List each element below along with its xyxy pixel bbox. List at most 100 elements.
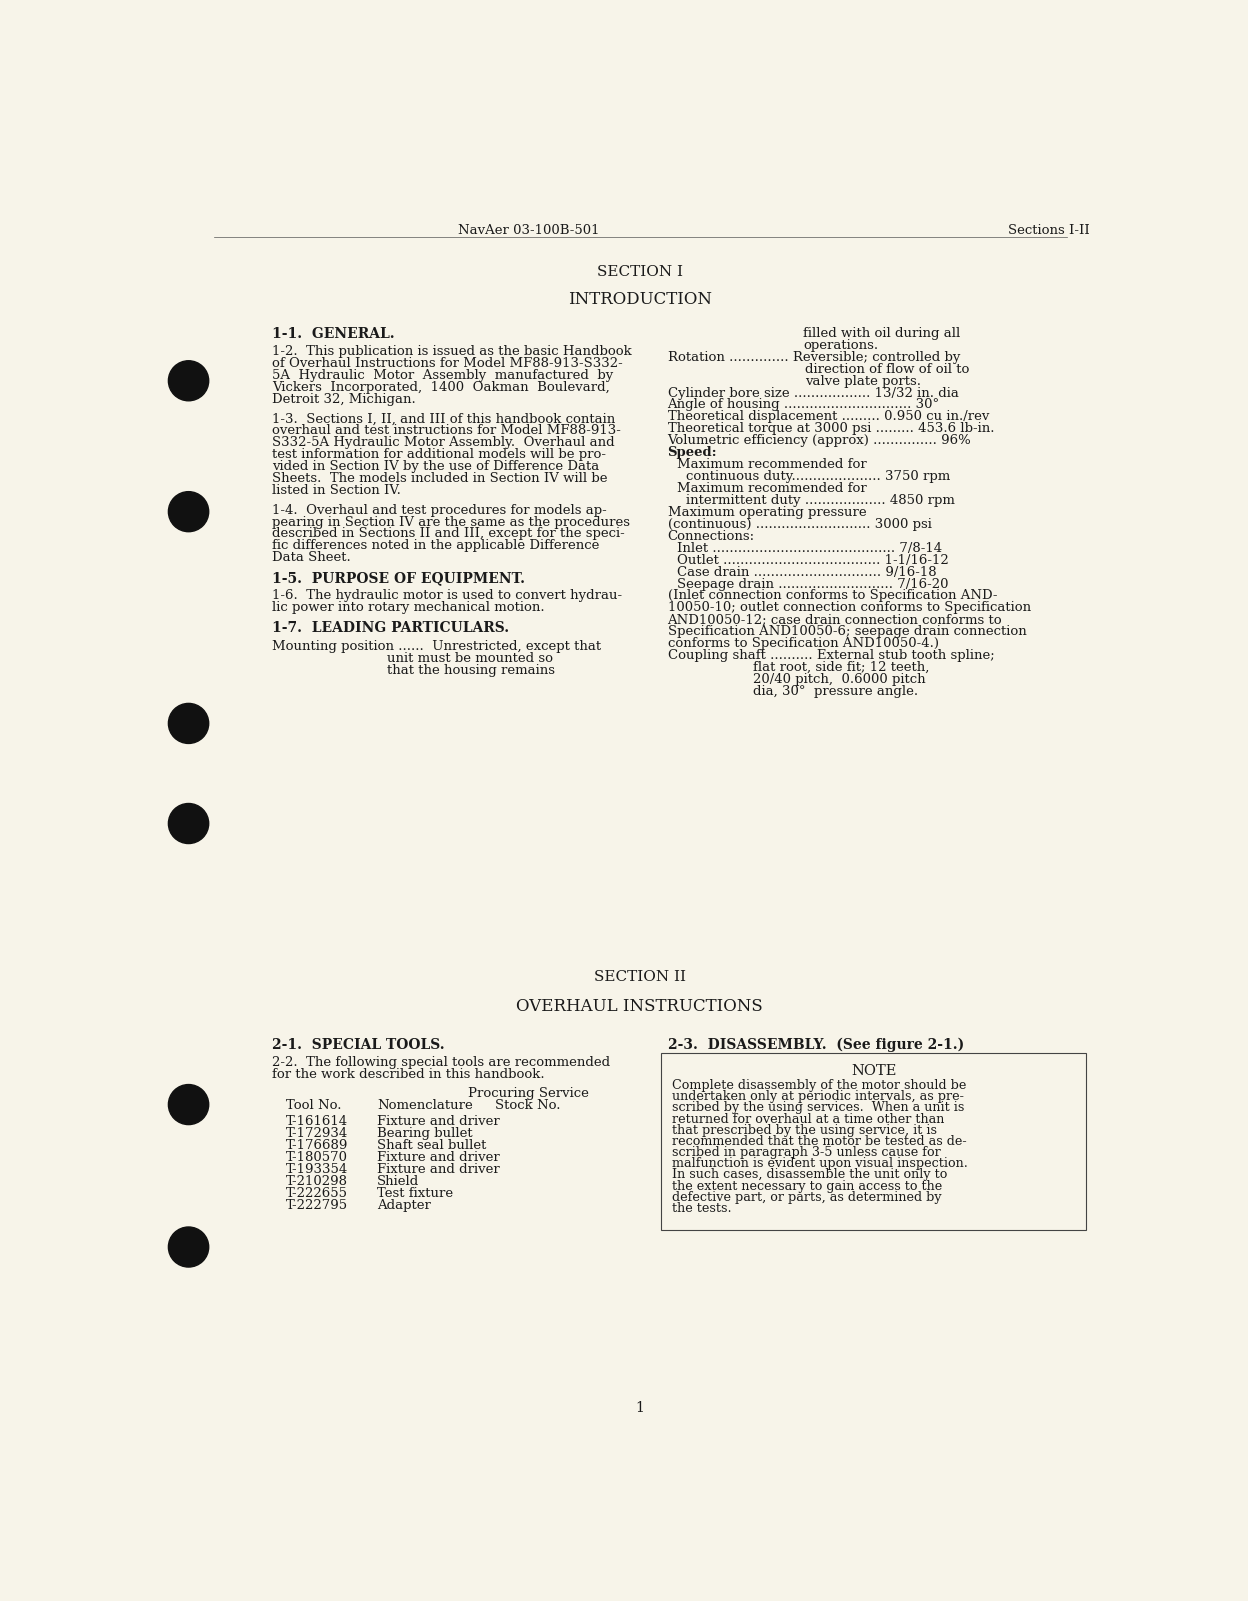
Text: malfunction is evident upon visual inspection.: malfunction is evident upon visual inspe…: [673, 1158, 968, 1170]
Text: direction of flow of oil to: direction of flow of oil to: [805, 363, 970, 376]
Circle shape: [168, 360, 208, 400]
Text: Sections I-II: Sections I-II: [1008, 224, 1091, 237]
Text: T-172934: T-172934: [286, 1127, 348, 1140]
Text: OVERHAUL INSTRUCTIONS: OVERHAUL INSTRUCTIONS: [517, 997, 763, 1015]
Text: Adapter: Adapter: [377, 1199, 431, 1212]
Text: returned for overhaul at a time other than: returned for overhaul at a time other th…: [673, 1113, 945, 1126]
Text: T-193354: T-193354: [286, 1162, 348, 1175]
Text: In such cases, disassemble the unit only to: In such cases, disassemble the unit only…: [673, 1169, 947, 1182]
Text: 2-2.  The following special tools are recommended: 2-2. The following special tools are rec…: [272, 1055, 610, 1069]
Text: 1: 1: [635, 1401, 644, 1415]
Text: defective part, or parts, as determined by: defective part, or parts, as determined …: [673, 1191, 942, 1204]
Text: undertaken only at periodic intervals, as pre-: undertaken only at periodic intervals, a…: [673, 1090, 963, 1103]
Text: (continuous) ........................... 3000 psi: (continuous) ...........................…: [668, 517, 931, 532]
Text: S332-5A Hydraulic Motor Assembly.  Overhaul and: S332-5A Hydraulic Motor Assembly. Overha…: [272, 435, 615, 450]
Text: T-222655: T-222655: [286, 1186, 348, 1199]
Text: Outlet ..................................... 1-1/16-12: Outlet .................................…: [676, 554, 948, 567]
Text: AND10050-12; case drain connection conforms to: AND10050-12; case drain connection confo…: [668, 613, 1002, 626]
Text: Angle of housing .............................. 30°: Angle of housing .......................…: [668, 399, 940, 411]
Text: NOTE: NOTE: [851, 1063, 896, 1077]
Text: dia, 30°  pressure angle.: dia, 30° pressure angle.: [753, 685, 917, 698]
Text: the extent necessary to gain access to the: the extent necessary to gain access to t…: [673, 1180, 942, 1193]
Text: Shaft seal bullet: Shaft seal bullet: [377, 1138, 487, 1151]
Text: 1-3.  Sections I, II, and III of this handbook contain: 1-3. Sections I, II, and III of this han…: [272, 413, 615, 426]
Text: Vickers  Incorporated,  1400  Oakman  Boulevard,: Vickers Incorporated, 1400 Oakman Boulev…: [272, 381, 610, 394]
Text: intermittent duty ................... 4850 rpm: intermittent duty ................... 48…: [686, 495, 955, 508]
Text: Nomenclature: Nomenclature: [377, 1100, 473, 1113]
Text: flat root, side fit; 12 teeth,: flat root, side fit; 12 teeth,: [753, 661, 929, 674]
Text: 2-1.  SPECIAL TOOLS.: 2-1. SPECIAL TOOLS.: [272, 1037, 444, 1052]
Text: NavAer 03-100B-501: NavAer 03-100B-501: [458, 224, 600, 237]
Circle shape: [168, 492, 208, 532]
Text: Maximum recommended for: Maximum recommended for: [676, 482, 866, 495]
Bar: [661, 1053, 1086, 1230]
Text: Seepage drain ........................... 7/16-20: Seepage drain ..........................…: [676, 578, 948, 591]
Text: 1-6.  The hydraulic motor is used to convert hydrau-: 1-6. The hydraulic motor is used to conv…: [272, 589, 623, 602]
Text: continuous duty..................... 3750 rpm: continuous duty..................... 375…: [686, 471, 950, 484]
Text: lic power into rotary mechanical motion.: lic power into rotary mechanical motion.: [272, 600, 545, 615]
Text: T-176689: T-176689: [286, 1138, 348, 1151]
Text: the tests.: the tests.: [673, 1202, 731, 1215]
Text: for the work described in this handbook.: for the work described in this handbook.: [272, 1068, 545, 1081]
Text: Case drain .............................. 9/16-18: Case drain .............................…: [676, 565, 936, 578]
Text: T-222795: T-222795: [286, 1199, 348, 1212]
Text: 5A  Hydraulic  Motor  Assembly  manufactured  by: 5A Hydraulic Motor Assembly manufactured…: [272, 368, 614, 381]
Text: test information for additional models will be pro-: test information for additional models w…: [272, 448, 607, 461]
Text: SECTION I: SECTION I: [597, 266, 683, 279]
Text: scribed in paragraph 3-5 unless cause for: scribed in paragraph 3-5 unless cause fo…: [673, 1146, 941, 1159]
Text: Shield: Shield: [377, 1175, 419, 1188]
Text: Maximum recommended for: Maximum recommended for: [676, 458, 866, 471]
Text: Maximum operating pressure: Maximum operating pressure: [668, 506, 866, 519]
Text: valve plate ports.: valve plate ports.: [805, 375, 921, 387]
Text: Stock No.: Stock No.: [495, 1100, 560, 1113]
Text: Sheets.  The models included in Section IV will be: Sheets. The models included in Section I…: [272, 472, 608, 485]
Text: 1-7.  LEADING PARTICULARS.: 1-7. LEADING PARTICULARS.: [272, 621, 509, 634]
Circle shape: [168, 1084, 208, 1124]
Text: 10050-10; outlet connection conforms to Specification: 10050-10; outlet connection conforms to …: [668, 602, 1031, 615]
Text: Theoretical displacement ......... 0.950 cu in./rev: Theoretical displacement ......... 0.950…: [668, 410, 988, 423]
Text: Fixture and driver: Fixture and driver: [377, 1162, 499, 1175]
Text: unit must be mounted so: unit must be mounted so: [387, 652, 553, 664]
Text: operations.: operations.: [804, 339, 879, 352]
Text: Specification AND10050-6; seepage drain connection: Specification AND10050-6; seepage drain …: [668, 626, 1026, 639]
Circle shape: [168, 703, 208, 743]
Text: SECTION II: SECTION II: [594, 970, 685, 985]
Text: that prescribed by the using service, it is: that prescribed by the using service, it…: [673, 1124, 937, 1137]
Text: Detroit 32, Michigan.: Detroit 32, Michigan.: [272, 392, 416, 405]
Text: Speed:: Speed:: [668, 447, 718, 459]
Text: Theoretical torque at 3000 psi ......... 453.6 lb-in.: Theoretical torque at 3000 psi .........…: [668, 423, 993, 435]
Text: 1-4.  Overhaul and test procedures for models ap-: 1-4. Overhaul and test procedures for mo…: [272, 504, 607, 517]
Text: Mounting position ......  Unrestricted, except that: Mounting position ...... Unrestricted, e…: [272, 640, 602, 653]
Text: 1-1.  GENERAL.: 1-1. GENERAL.: [272, 327, 394, 341]
Text: Fixture and driver: Fixture and driver: [377, 1151, 499, 1164]
Text: T-210298: T-210298: [286, 1175, 348, 1188]
Text: that the housing remains: that the housing remains: [387, 664, 555, 677]
Text: listed in Section IV.: listed in Section IV.: [272, 484, 401, 496]
Text: 1-2.  This publication is issued as the basic Handbook: 1-2. This publication is issued as the b…: [272, 344, 631, 359]
Text: filled with oil during all: filled with oil during all: [804, 327, 961, 339]
Text: Coupling shaft .......... External stub tooth spline;: Coupling shaft .......... External stub …: [668, 648, 995, 663]
Text: fic differences noted in the applicable Difference: fic differences noted in the applicable …: [272, 540, 599, 552]
Text: Tool No.: Tool No.: [286, 1100, 342, 1113]
Text: Rotation .............. Reversible; controlled by: Rotation .............. Reversible; cont…: [668, 351, 960, 363]
Text: recommended that the motor be tested as de-: recommended that the motor be tested as …: [673, 1135, 967, 1148]
Text: pearing in Section IV are the same as the procedures: pearing in Section IV are the same as th…: [272, 516, 630, 528]
Text: Inlet ........................................... 7/8-14: Inlet ..................................…: [676, 541, 942, 554]
Text: Test fixture: Test fixture: [377, 1186, 453, 1199]
Text: vided in Section IV by the use of Difference Data: vided in Section IV by the use of Differ…: [272, 459, 599, 472]
Text: Data Sheet.: Data Sheet.: [272, 551, 351, 564]
Text: described in Sections II and III, except for the speci-: described in Sections II and III, except…: [272, 527, 625, 541]
Text: 20/40 pitch,  0.6000 pitch: 20/40 pitch, 0.6000 pitch: [753, 672, 925, 685]
Text: scribed by the using services.  When a unit is: scribed by the using services. When a un…: [673, 1101, 965, 1114]
Text: T-180570: T-180570: [286, 1151, 348, 1164]
Text: of Overhaul Instructions for Model MF88-913-S332-: of Overhaul Instructions for Model MF88-…: [272, 357, 623, 370]
Text: Fixture and driver: Fixture and driver: [377, 1114, 499, 1129]
Text: Complete disassembly of the motor should be: Complete disassembly of the motor should…: [673, 1079, 966, 1092]
Text: Bearing bullet: Bearing bullet: [377, 1127, 473, 1140]
Text: T-161614: T-161614: [286, 1114, 348, 1129]
Circle shape: [168, 804, 208, 844]
Text: Volumetric efficiency (approx) ............... 96%: Volumetric efficiency (approx) .........…: [668, 434, 971, 447]
Text: 2-3.  DISASSEMBLY.  (See figure 2-1.): 2-3. DISASSEMBLY. (See figure 2-1.): [668, 1037, 963, 1052]
Text: (Inlet connection conforms to Specification AND-: (Inlet connection conforms to Specificat…: [668, 589, 997, 602]
Text: Cylinder bore size .................. 13/32 in. dia: Cylinder bore size .................. 13…: [668, 386, 958, 400]
